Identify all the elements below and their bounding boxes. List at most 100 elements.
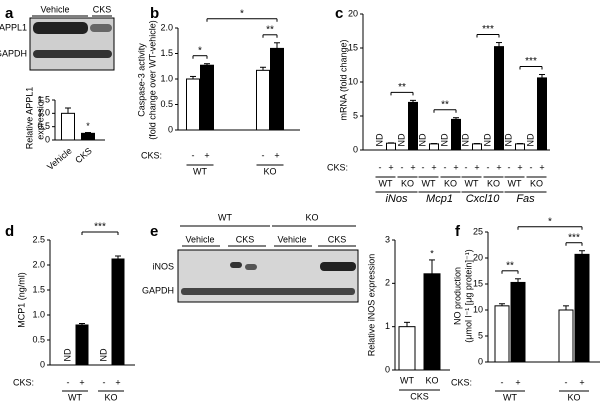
x-tick-label: - — [262, 150, 265, 160]
significance: *** — [482, 24, 494, 35]
y-axis-label: (μmol l⁻¹ [μg protein]⁻¹) — [463, 249, 473, 342]
group-label: KO — [263, 166, 276, 176]
x-tick-label: - — [487, 162, 490, 172]
y-tick-label: 0 — [40, 359, 45, 369]
group-label: KO — [530, 178, 543, 188]
row-label: GAPDH — [142, 285, 174, 295]
panel-letter: f — [455, 223, 461, 240]
group-label: WT — [193, 166, 207, 176]
y-tick-label: 15 — [348, 42, 358, 52]
bar — [200, 64, 214, 131]
gene-label: Cxcl10 — [466, 193, 501, 205]
blot-a: Vehicle CKS APPL1 GAPDH — [0, 4, 115, 71]
x-tick-label: CKS — [73, 146, 94, 166]
missing-label: ND — [439, 133, 449, 146]
y-tick-label: 0 — [45, 134, 50, 144]
panel-letter: b — [150, 5, 159, 22]
missing-label: ND — [525, 133, 535, 146]
y-tick-label: 3 — [385, 234, 390, 244]
x-tick-label: - — [103, 377, 106, 387]
band — [230, 262, 242, 268]
x-tick-label: + — [539, 162, 544, 172]
band — [181, 288, 355, 295]
x-tick-label: - — [192, 150, 195, 160]
significance: *** — [525, 56, 537, 67]
x-tick-label: + — [431, 162, 436, 172]
x-tick-label: + — [274, 150, 279, 160]
bar — [75, 324, 89, 366]
y-tick-label: 20 — [348, 8, 358, 18]
y-axis-label: (fold change over WT-vehicle) — [147, 20, 157, 140]
lane-label: Vehicle — [40, 4, 69, 14]
significance: *** — [94, 222, 106, 233]
y-axis-label: expression — [35, 96, 45, 140]
band — [33, 50, 112, 58]
y-tick-label: 10 — [473, 304, 483, 314]
row-label: iNOS — [152, 261, 174, 271]
lane-label: CKS — [93, 4, 112, 14]
bar — [494, 305, 510, 363]
y-tick-label: 1.0 — [160, 73, 173, 83]
significance: * — [240, 8, 244, 19]
x-tick-label: + — [410, 162, 415, 172]
x-tick-label: - — [67, 377, 70, 387]
group-label: WT — [379, 178, 393, 188]
bar — [186, 78, 200, 131]
significance: ** — [398, 82, 406, 93]
significance: *** — [568, 232, 580, 243]
band — [320, 262, 356, 271]
x-tick-label: + — [474, 162, 479, 172]
y-tick-label: 0.5 — [160, 99, 173, 109]
group-label: CKS — [410, 391, 429, 401]
x-tick-label: - — [565, 377, 568, 387]
x-tick-label: + — [79, 377, 84, 387]
panel-letter: a — [5, 5, 14, 22]
band — [245, 264, 257, 270]
x-tick-label: - — [401, 162, 404, 172]
bar — [111, 258, 125, 366]
bar — [423, 273, 441, 371]
bar — [494, 46, 504, 151]
gene-label: Mcp1 — [426, 193, 453, 205]
group-label: WT — [422, 178, 436, 188]
bar — [574, 253, 590, 363]
lane-label: CKS — [236, 234, 255, 244]
bar — [451, 118, 461, 151]
y-axis-label: mRNA (fold change) — [338, 39, 348, 120]
x-tick-label: KO — [425, 375, 438, 385]
y-tick-label: 1.5 — [37, 94, 50, 104]
y-tick-label: 2.0 — [32, 259, 45, 269]
panel-letter: e — [150, 223, 158, 240]
panel-letter: d — [5, 223, 14, 240]
missing-label: ND — [417, 133, 427, 146]
group-label: WT — [218, 212, 232, 222]
missing-label: ND — [460, 133, 470, 146]
row-label: CKS: — [13, 377, 34, 387]
bar — [386, 142, 396, 151]
y-tick-label: 15 — [473, 278, 483, 288]
bar — [256, 69, 270, 131]
x-tick-label: + — [496, 162, 501, 172]
x-tick-label: - — [530, 162, 533, 172]
x-tick-label: - — [379, 162, 382, 172]
y-tick-label: 20 — [473, 252, 483, 262]
y-tick-label: 10 — [348, 76, 358, 86]
y-tick-label: 0 — [168, 124, 173, 134]
row-label: CKS: — [451, 377, 472, 387]
significance: * — [86, 121, 90, 131]
gene-label: Fas — [516, 193, 535, 205]
band — [33, 22, 88, 34]
y-tick-label: 0 — [478, 356, 483, 366]
missing-label: ND — [503, 133, 513, 146]
y-tick-label: 0 — [385, 364, 390, 374]
group-label: KO — [305, 212, 318, 222]
x-tick-label: + — [517, 162, 522, 172]
y-tick-label: 1.0 — [32, 309, 45, 319]
x-tick-label: + — [515, 377, 520, 387]
bar — [510, 281, 526, 363]
missing-label: ND — [62, 348, 72, 361]
significance: * — [548, 216, 552, 227]
significance: * — [198, 45, 202, 56]
panel-letter: c — [335, 5, 343, 22]
